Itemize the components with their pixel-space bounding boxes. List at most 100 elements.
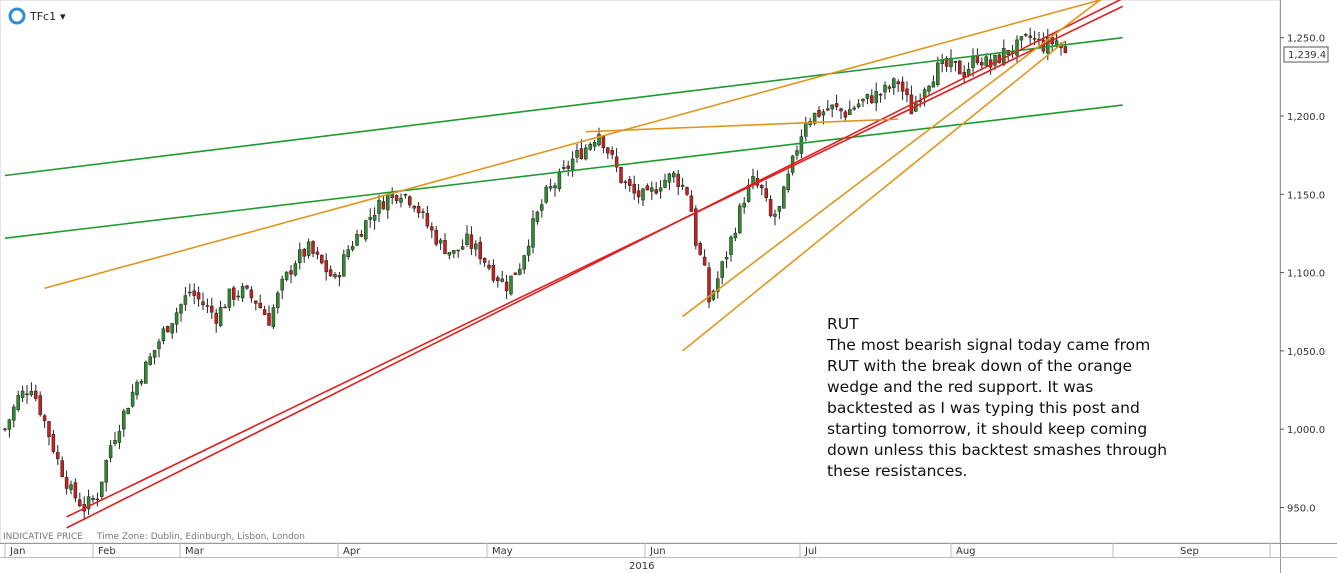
candle xyxy=(584,144,588,161)
candle xyxy=(126,407,130,415)
candle xyxy=(509,275,513,296)
candle xyxy=(359,229,364,237)
candle xyxy=(632,175,636,200)
candle xyxy=(698,241,702,256)
green-trendline[interactable] xyxy=(4,104,1123,239)
candle xyxy=(575,143,579,163)
candle xyxy=(628,176,632,192)
candle xyxy=(905,81,909,103)
year-label: 2016 xyxy=(629,561,654,572)
candle xyxy=(328,265,333,277)
candle xyxy=(117,424,122,450)
candle xyxy=(764,180,768,202)
candle xyxy=(3,427,7,432)
candle xyxy=(848,100,852,115)
chart-logo-icon[interactable] xyxy=(8,7,26,25)
candle xyxy=(258,294,262,309)
y-tick-label: 1,250.0 xyxy=(1287,34,1325,45)
orange-trendline[interactable] xyxy=(682,40,1066,352)
orange-trendline[interactable] xyxy=(682,0,1123,318)
candle xyxy=(223,304,227,309)
note-title: RUT xyxy=(827,315,859,333)
candle xyxy=(645,183,650,191)
candle xyxy=(267,305,271,326)
candle xyxy=(685,186,689,197)
candle xyxy=(78,492,82,508)
orange-trendline[interactable] xyxy=(585,118,899,133)
candle xyxy=(122,408,126,437)
candle xyxy=(16,390,20,412)
candle xyxy=(496,275,500,288)
candle xyxy=(1028,27,1032,45)
candle xyxy=(192,283,196,305)
y-tick-label: 1,200.0 xyxy=(1287,112,1325,123)
candle xyxy=(738,203,742,235)
candle xyxy=(201,292,205,311)
candle xyxy=(179,303,183,322)
orange-trendline[interactable] xyxy=(44,0,1123,290)
candle xyxy=(658,180,663,199)
candle xyxy=(210,297,214,320)
note-line: down unless this backtest smashes throug… xyxy=(827,441,1168,459)
candle xyxy=(7,418,12,438)
candle xyxy=(130,384,135,408)
red-trendline[interactable] xyxy=(66,5,1123,518)
note-line: The most bearish signal today came from xyxy=(827,336,1151,354)
candle xyxy=(91,495,95,503)
candle xyxy=(720,260,724,285)
candle xyxy=(680,177,685,190)
candle xyxy=(324,253,328,281)
candle xyxy=(834,94,839,111)
candle xyxy=(861,98,865,107)
candle xyxy=(826,100,830,112)
last-price-tag: 1,239.4 xyxy=(1283,46,1329,63)
candle xyxy=(60,456,64,478)
red-trendline[interactable] xyxy=(66,0,1123,529)
candle xyxy=(544,184,548,204)
y-tick-label: 950.0 xyxy=(1287,504,1316,515)
timezone-label: Time Zone: Dublin, Edinburgh, Lisbon, Lo… xyxy=(96,532,305,542)
plot-area[interactable] xyxy=(0,0,1281,544)
candle xyxy=(350,241,355,252)
x-tick-label: Jul xyxy=(804,546,817,557)
candle xyxy=(73,478,78,503)
note-line: these resistances. xyxy=(827,462,968,480)
candle xyxy=(315,246,320,260)
candle xyxy=(166,325,170,333)
candle xyxy=(249,286,254,303)
candle xyxy=(302,248,306,263)
candle xyxy=(284,271,289,282)
symbol-dropdown-icon[interactable]: ▾ xyxy=(60,10,66,23)
green-trendline[interactable] xyxy=(4,36,1123,177)
candle xyxy=(227,288,232,312)
candle xyxy=(817,106,821,119)
candle xyxy=(852,105,856,111)
candle xyxy=(953,60,958,72)
candle xyxy=(51,429,56,454)
candle xyxy=(364,219,368,242)
candle xyxy=(262,305,267,316)
candle xyxy=(588,142,592,151)
candle xyxy=(760,184,764,196)
candles-group xyxy=(3,27,1068,521)
candle xyxy=(104,459,108,492)
x-tick-label: Mar xyxy=(185,546,205,557)
candle xyxy=(474,240,478,257)
candle xyxy=(381,195,386,210)
candle xyxy=(430,222,434,239)
candle xyxy=(518,263,522,276)
note-line: wedge and the red support. It was xyxy=(827,378,1094,396)
candle xyxy=(936,56,940,87)
symbol-label[interactable]: TFc1 xyxy=(29,10,56,23)
candle xyxy=(240,282,245,302)
candle xyxy=(161,326,166,345)
candle xyxy=(218,300,223,328)
candle xyxy=(579,139,584,160)
x-tick-label: Jun xyxy=(649,546,666,557)
candle xyxy=(346,245,350,260)
candle xyxy=(174,307,179,333)
candle xyxy=(298,242,302,270)
x-tick-label: Feb xyxy=(98,546,116,557)
y-tick-label: 1,150.0 xyxy=(1287,190,1325,201)
